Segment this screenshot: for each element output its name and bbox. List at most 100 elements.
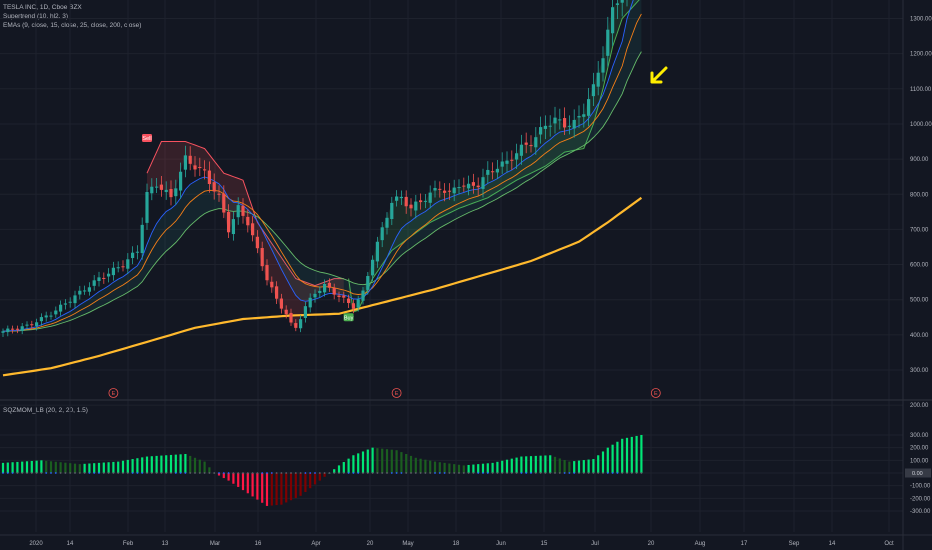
momentum-bar (69, 463, 72, 473)
momentum-bar (318, 473, 321, 481)
candle-body (486, 169, 490, 175)
momentum-bar (107, 462, 110, 473)
candle-body (169, 188, 173, 198)
candle-body (505, 160, 509, 164)
momentum-bar (510, 458, 513, 473)
momentum-bar (35, 460, 38, 473)
squeeze-dot (520, 472, 523, 474)
candle-body (318, 290, 322, 294)
momentum-bar (155, 455, 158, 473)
momentum-bar (45, 460, 48, 473)
sell-signal-label: Sell (142, 136, 151, 142)
candle-body (351, 303, 355, 309)
candle-body (327, 282, 331, 288)
squeeze-dot (606, 472, 609, 474)
time-tick-label: 20 (367, 541, 374, 547)
candle-body (179, 171, 183, 191)
momentum-bar (299, 473, 302, 496)
squeeze-dot (462, 472, 465, 474)
squeeze-dot (414, 472, 417, 474)
squeeze-dot (179, 472, 182, 474)
ema25-line (2, 51, 642, 332)
time-tick-label: 17 (741, 541, 748, 547)
candle-body (596, 72, 600, 87)
squeeze-dot (323, 472, 326, 474)
candle-body (279, 298, 283, 309)
momentum-bar (390, 449, 393, 473)
momentum-bar (549, 455, 552, 473)
momentum-bar (203, 461, 206, 473)
candle-body (476, 185, 480, 188)
momentum-bar (501, 460, 504, 473)
squeeze-dot (381, 472, 384, 474)
squeeze-dot (477, 472, 480, 474)
squeeze-dot (352, 472, 355, 474)
time-tick-label: Mar (210, 541, 220, 547)
momentum-bar (251, 473, 254, 497)
squeeze-dot (405, 472, 408, 474)
momentum-bar (30, 460, 33, 473)
momentum-bar (361, 451, 365, 473)
momentum-bar (241, 473, 245, 491)
candle-body (404, 196, 408, 207)
squeeze-dot (338, 472, 340, 474)
candle-body (102, 277, 106, 279)
candle-body (577, 116, 581, 118)
squeeze-dot (371, 472, 374, 474)
momentum-bar (568, 461, 571, 473)
squeeze-dot (400, 472, 403, 474)
squeeze-dot (146, 472, 148, 474)
candle-body (121, 266, 125, 268)
squeeze-dot (11, 472, 14, 474)
price-axis[interactable]: 1560.671500.641456.60200.00300.00400.005… (905, 0, 932, 515)
candle-body (183, 155, 187, 170)
price-panel: Sell Buy E E E (1, 0, 668, 398)
candle-body (399, 196, 403, 199)
squeeze-dot (227, 472, 230, 474)
squeeze-dot (246, 472, 249, 474)
candle-body (524, 142, 528, 145)
time-axis[interactable]: 2020 14 Feb 13 Mar 16 Apr 20 May 18 Jun 15 Jul 20 Aug 1… (29, 541, 894, 547)
squeeze-dot (328, 472, 331, 474)
momentum-bar (141, 457, 144, 473)
momentum-bar (270, 473, 273, 506)
squeeze-dot (50, 472, 52, 474)
momentum-bar (486, 463, 489, 473)
momentum-bar (78, 464, 81, 473)
sqzmom-legend[interactable]: SQZMOM_LB (20, 2, 20, 1.5) (3, 407, 88, 414)
squeeze-dot (304, 472, 307, 474)
momentum-bar (54, 461, 57, 473)
squeeze-dot (419, 472, 422, 474)
squeeze-dot (107, 472, 110, 474)
candle-body (366, 276, 370, 290)
squeeze-dot (294, 472, 297, 474)
momentum-bar (592, 459, 595, 473)
candle-body (361, 290, 365, 301)
momentum-zero-tag (905, 468, 931, 478)
squeeze-dot (563, 472, 566, 474)
momentum-bar (640, 434, 643, 473)
time-tick-label: 20 (648, 541, 655, 547)
squeeze-dot (136, 472, 139, 474)
momentum-bar (6, 462, 9, 473)
momentum-tick-label: -300.00 (910, 509, 931, 515)
momentum-bar (635, 435, 638, 473)
emas-legend[interactable]: EMAs (9, close, 15, close, 25, close, 20… (3, 22, 142, 29)
squeeze-dot (83, 472, 86, 474)
candle-body (462, 185, 466, 187)
momentum-bar (424, 459, 427, 473)
momentum-bar (529, 456, 533, 473)
momentum-bar (160, 455, 163, 473)
candle-body (563, 118, 567, 128)
momentum-bar (121, 460, 125, 473)
momentum-bar (83, 463, 86, 473)
squeeze-dot (160, 472, 163, 474)
squeeze-dot (98, 472, 100, 474)
momentum-tick-label: 200.00 (910, 446, 929, 452)
candle-body (49, 315, 53, 317)
candle-body (548, 125, 552, 127)
candle-body (385, 217, 389, 228)
squeeze-dot (208, 472, 211, 474)
squeeze-dot (640, 472, 643, 474)
